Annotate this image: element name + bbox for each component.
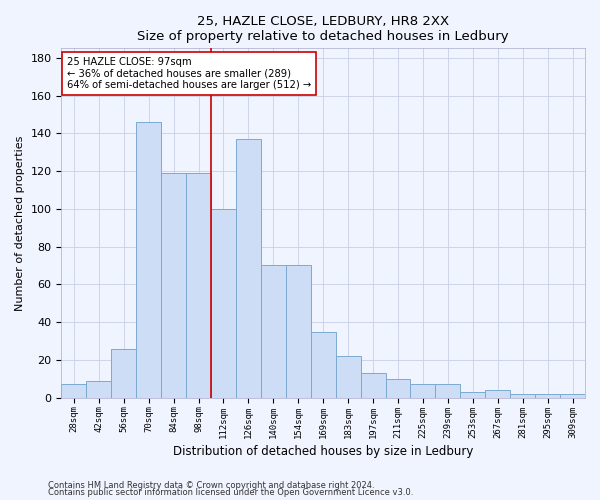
Bar bbox=[510, 394, 535, 398]
Bar bbox=[61, 384, 86, 398]
Bar bbox=[236, 139, 261, 398]
Bar bbox=[286, 266, 311, 398]
Title: 25, HAZLE CLOSE, LEDBURY, HR8 2XX
Size of property relative to detached houses i: 25, HAZLE CLOSE, LEDBURY, HR8 2XX Size o… bbox=[137, 15, 509, 43]
Text: Contains public sector information licensed under the Open Government Licence v3: Contains public sector information licen… bbox=[48, 488, 413, 497]
Bar bbox=[436, 384, 460, 398]
Bar bbox=[211, 209, 236, 398]
Bar bbox=[136, 122, 161, 398]
Bar bbox=[560, 394, 585, 398]
X-axis label: Distribution of detached houses by size in Ledbury: Distribution of detached houses by size … bbox=[173, 444, 473, 458]
Bar bbox=[535, 394, 560, 398]
Bar bbox=[410, 384, 436, 398]
Bar bbox=[186, 173, 211, 398]
Bar bbox=[261, 266, 286, 398]
Y-axis label: Number of detached properties: Number of detached properties bbox=[15, 136, 25, 310]
Text: Contains HM Land Registry data © Crown copyright and database right 2024.: Contains HM Land Registry data © Crown c… bbox=[48, 480, 374, 490]
Bar bbox=[386, 379, 410, 398]
Bar bbox=[311, 332, 335, 398]
Text: 25 HAZLE CLOSE: 97sqm
← 36% of detached houses are smaller (289)
64% of semi-det: 25 HAZLE CLOSE: 97sqm ← 36% of detached … bbox=[67, 57, 311, 90]
Bar bbox=[161, 173, 186, 398]
Bar bbox=[111, 348, 136, 398]
Bar bbox=[485, 390, 510, 398]
Bar bbox=[335, 356, 361, 398]
Bar bbox=[361, 373, 386, 398]
Bar bbox=[86, 380, 111, 398]
Bar bbox=[460, 392, 485, 398]
